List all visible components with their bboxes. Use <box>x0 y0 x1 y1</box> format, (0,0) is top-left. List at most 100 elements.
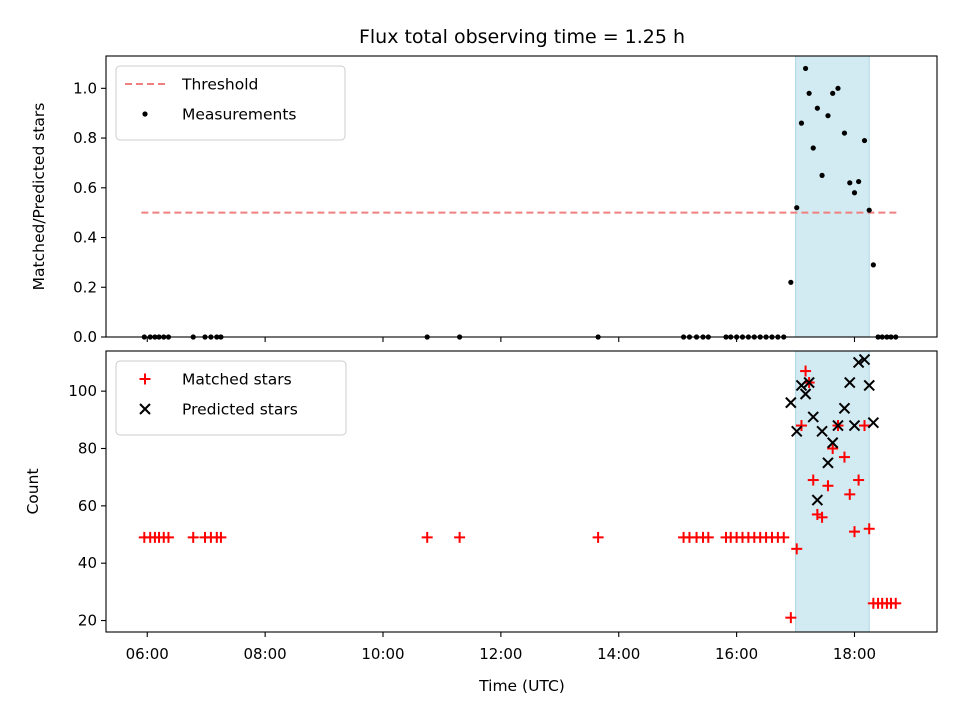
x-tick-label: 16:00 <box>715 645 758 663</box>
y-tick-label: 60 <box>78 497 97 515</box>
data-point <box>795 379 808 392</box>
highlight-span <box>795 350 870 633</box>
x-tick-label: 12:00 <box>479 645 522 663</box>
data-point <box>794 205 800 211</box>
legend-box <box>115 360 347 436</box>
data-point <box>863 523 875 535</box>
legend-item: Matched stars <box>139 371 292 389</box>
highlight-span <box>795 55 870 338</box>
data-point <box>826 437 839 449</box>
data-point <box>852 356 865 369</box>
data-point <box>819 172 825 178</box>
data-point <box>848 419 861 432</box>
data-point <box>802 65 809 72</box>
data-point <box>785 612 797 624</box>
x-tick-label: 08:00 <box>244 645 287 663</box>
data-point <box>851 190 858 196</box>
data-point <box>807 411 819 423</box>
data-point <box>811 494 824 506</box>
series-matched-stars <box>138 365 902 624</box>
data-point <box>788 279 794 285</box>
y-tick-label: 100 <box>68 382 97 400</box>
y-tick-label: 0.2 <box>73 278 97 296</box>
data-point <box>822 480 834 492</box>
data-point <box>835 85 841 91</box>
legend-swatch <box>142 111 148 117</box>
data-point <box>844 488 856 500</box>
data-point <box>838 451 850 463</box>
data-point <box>162 531 174 543</box>
data-point <box>890 597 902 609</box>
y-tick-label: 40 <box>78 554 97 572</box>
data-point <box>827 442 839 454</box>
data-point <box>810 145 816 151</box>
legend: Matched stars Predicted stars <box>115 360 347 436</box>
data-point <box>800 365 812 377</box>
x-tick-label: 10:00 <box>361 645 404 663</box>
x-tick-label: 06:00 <box>126 645 169 663</box>
data-point <box>421 531 433 543</box>
legend-swatch <box>139 373 151 385</box>
y-axis-title: Count <box>24 468 42 514</box>
data-point <box>863 379 875 392</box>
data-point <box>799 388 812 400</box>
data-point <box>838 402 851 415</box>
chart-title: Flux total observing time = 1.25 h <box>359 26 685 48</box>
axes-frame <box>105 55 938 338</box>
data-point <box>795 420 807 432</box>
data-point <box>825 113 831 119</box>
data-point <box>592 531 604 543</box>
x-tick-label: 18:00 <box>833 645 876 663</box>
legend-label: Threshold <box>181 76 258 94</box>
data-point <box>848 526 860 538</box>
data-point <box>856 178 862 185</box>
data-point <box>830 90 836 96</box>
data-point <box>778 531 790 543</box>
legend-label: Matched stars <box>182 371 292 389</box>
data-point <box>791 543 803 555</box>
data-point <box>866 207 872 213</box>
legend-box <box>115 65 346 141</box>
data-point <box>847 180 853 186</box>
y-tick-label: 20 <box>78 612 97 630</box>
legend-label: Predicted stars <box>182 401 298 419</box>
data-point <box>807 474 819 486</box>
data-point <box>215 531 227 543</box>
y-tick-label: 0.4 <box>73 229 97 247</box>
legend-item: Threshold <box>125 76 258 94</box>
data-point <box>816 425 828 437</box>
data-point <box>822 457 834 469</box>
series-predicted-stars <box>785 353 880 506</box>
data-point <box>814 105 820 111</box>
y-tick-label: 80 <box>78 439 97 457</box>
x-axis-title: Time (UTC) <box>478 677 565 695</box>
data-point <box>798 120 805 126</box>
data-point <box>791 425 803 437</box>
y-tick-label: 1.0 <box>73 79 97 97</box>
y-axis-title: Matched/Predicted stars <box>30 103 48 291</box>
series-measurements <box>141 65 899 340</box>
data-point <box>861 137 868 144</box>
data-point <box>187 531 199 543</box>
data-point <box>785 396 797 409</box>
data-point <box>870 262 876 268</box>
data-point <box>859 420 871 432</box>
legend-label: Measurements <box>182 106 297 124</box>
data-point <box>803 376 815 389</box>
data-point <box>454 531 466 543</box>
legend-swatch <box>139 403 151 415</box>
data-point <box>832 419 844 432</box>
legend: Threshold Measurements <box>115 65 346 141</box>
y-tick-label: 0.6 <box>73 179 97 197</box>
data-point <box>867 416 880 429</box>
data-point <box>806 90 812 96</box>
legend-item: Predicted stars <box>139 401 298 419</box>
top-panel: 0.0 0.2 0.4 0.6 0.8 1.0 Matched/Predicted star… <box>30 55 938 346</box>
x-tick-label: 14:00 <box>597 645 640 663</box>
bottom-panel: 20 40 60 80 100 Count Matched stars Predicted s… <box>24 350 938 637</box>
data-point <box>853 474 865 486</box>
data-point <box>844 376 856 389</box>
y-tick-label: 0.8 <box>73 129 97 147</box>
data-point <box>702 531 714 543</box>
